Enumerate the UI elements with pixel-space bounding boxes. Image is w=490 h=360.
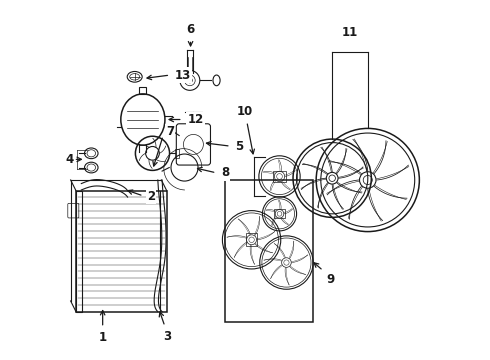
Bar	[274, 209, 285, 219]
Text: 6: 6	[186, 23, 195, 36]
Bar	[76, 191, 167, 312]
Text: 2: 2	[147, 189, 155, 203]
Text: 11: 11	[342, 26, 358, 40]
Bar	[225, 180, 313, 322]
Text: 5: 5	[235, 140, 244, 153]
Text: 10: 10	[237, 105, 253, 118]
Bar	[76, 191, 82, 312]
Bar	[246, 233, 257, 246]
Text: 9: 9	[327, 273, 335, 286]
Text: 13: 13	[174, 68, 191, 81]
Text: 8: 8	[221, 166, 229, 179]
Bar	[139, 87, 147, 94]
Text: 1: 1	[98, 331, 107, 344]
Bar	[273, 171, 286, 182]
Text: 12: 12	[187, 113, 204, 126]
Bar	[175, 149, 179, 158]
Text: 7: 7	[166, 126, 174, 139]
Text: 4: 4	[66, 153, 74, 166]
Text: 3: 3	[163, 330, 172, 343]
